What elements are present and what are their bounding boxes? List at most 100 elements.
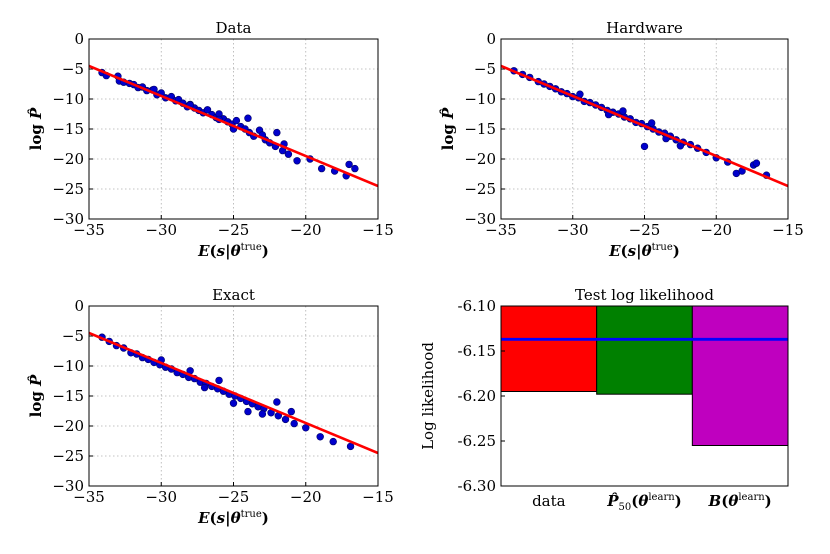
x-tick-label: −25 <box>218 488 250 506</box>
data-point <box>316 433 324 441</box>
y-tick-label: −20 <box>464 150 496 168</box>
y-tick-label: -6.30 <box>458 477 496 495</box>
y-tick-label: −20 <box>52 417 84 435</box>
plot-area <box>501 64 788 188</box>
x-axis-label: E(s|θtrue) <box>197 242 269 260</box>
bar-0 <box>500 305 598 392</box>
data-point <box>752 159 761 167</box>
data-point <box>647 119 656 127</box>
data-point <box>345 160 353 169</box>
bar-1 <box>596 305 693 395</box>
data-point <box>244 407 252 416</box>
x-tick-label: −15 <box>772 221 804 239</box>
y-tick-label: 0 <box>486 30 496 48</box>
data-point <box>284 150 293 158</box>
data-point <box>302 424 310 432</box>
x-tick-label: −30 <box>145 488 177 506</box>
fit-line <box>501 64 788 188</box>
y-tick-label: −25 <box>52 447 84 465</box>
data-point <box>329 437 337 446</box>
y-tick-label: −5 <box>474 60 496 78</box>
x-tick-label: −25 <box>218 221 250 239</box>
y-tick-label: −15 <box>464 120 496 138</box>
y-tick-label: −30 <box>52 210 84 228</box>
x-axis-label: E(s|θtrue) <box>197 509 269 527</box>
data-point <box>281 415 290 424</box>
plot-area <box>89 331 378 455</box>
scatter-panel-1: −35 −30 −25 −20 −150−5−10−15−20−25−30Hardwar… <box>464 19 803 239</box>
data-point <box>619 107 627 115</box>
y-tick-label: −10 <box>464 90 496 108</box>
data-point <box>640 142 649 151</box>
data-point <box>244 114 252 122</box>
x-tick-label: −35 <box>73 488 105 506</box>
y-tick-label: −30 <box>52 477 84 495</box>
data-point <box>215 376 223 385</box>
data-point <box>351 164 359 173</box>
x-tick-label: −35 <box>485 221 517 239</box>
bar-2 <box>691 305 789 446</box>
bar-panel: -6.10 -6.15 -6.20 -6.25 -6.30 Test log likeli… <box>419 286 789 510</box>
category-label: P̂50(θlearn) <box>606 492 682 513</box>
x-tick-label: −15 <box>362 488 394 506</box>
y-tick-label: −25 <box>464 180 496 198</box>
axes-frame <box>500 305 789 487</box>
y-tick-label: 0 <box>74 30 84 48</box>
y-tick-label: −15 <box>52 120 84 138</box>
data-point <box>293 157 301 165</box>
chart-title: Test log likelihood <box>575 286 714 304</box>
y-tick-label: -6.25 <box>458 432 496 450</box>
x-tick-label: −25 <box>629 221 661 239</box>
data-point <box>258 410 267 418</box>
y-tick-label: −10 <box>52 90 84 108</box>
data-point <box>200 383 209 392</box>
data-point <box>346 442 355 451</box>
y-tick-label: 0 <box>74 297 84 315</box>
data-point <box>317 164 326 173</box>
data-point <box>287 407 295 416</box>
y-tick-label: −20 <box>52 150 84 168</box>
axes-frame <box>500 38 789 220</box>
y-tick-label: −5 <box>62 327 84 345</box>
y-tick-label: −10 <box>52 357 84 375</box>
y-tick-label: -6.10 <box>458 297 496 315</box>
y-axis-label: log P̂ <box>27 107 45 150</box>
data-point <box>676 142 685 150</box>
y-tick-label: −30 <box>464 210 496 228</box>
data-point <box>273 398 281 406</box>
y-axis-label: log P̂ <box>27 374 45 417</box>
fit-line <box>89 331 378 455</box>
data-point <box>203 106 212 114</box>
x-tick-label: −20 <box>700 221 732 239</box>
x-axis-label: E(s|θtrue) <box>608 242 680 260</box>
chart-title: Hardware <box>606 19 683 37</box>
y-tick-label: −15 <box>52 387 84 405</box>
x-tick-label: −30 <box>145 221 177 239</box>
axes-frame <box>88 38 379 220</box>
y-tick-label: −5 <box>62 60 84 78</box>
y-axis-label: log P̂ <box>439 107 457 150</box>
x-tick-label: −20 <box>290 221 322 239</box>
data-point <box>229 399 238 407</box>
data-point <box>290 419 298 428</box>
y-tick-label: −25 <box>52 180 84 198</box>
data-point <box>232 116 241 125</box>
chart-title: Exact <box>212 286 255 304</box>
axes-frame <box>88 305 379 487</box>
y-tick-label: -6.20 <box>458 387 496 405</box>
category-label: data <box>532 492 566 510</box>
x-tick-label: −15 <box>362 221 394 239</box>
x-tick-label: −30 <box>557 221 589 239</box>
y-tick-label: -6.15 <box>458 342 496 360</box>
plot-area <box>89 64 378 188</box>
x-tick-label: −35 <box>73 221 105 239</box>
data-point <box>576 90 584 98</box>
data-point <box>273 128 281 137</box>
chart-title: Data <box>216 19 252 37</box>
fit-line <box>89 64 378 188</box>
y-axis-label: Log likelihood <box>419 342 437 450</box>
category-label: B(θlearn) <box>708 492 772 510</box>
